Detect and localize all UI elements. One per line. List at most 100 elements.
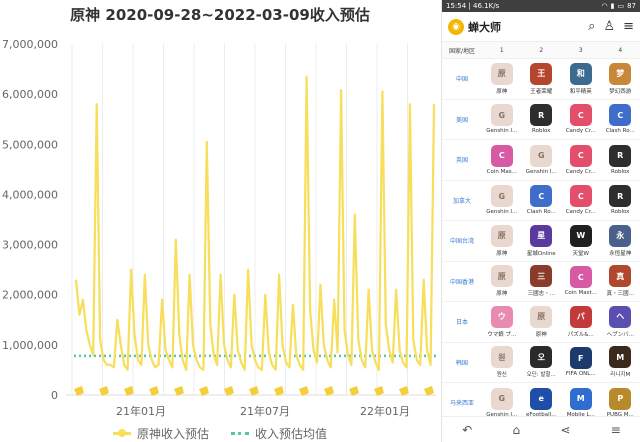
region-label[interactable]: 中国香港 [449, 278, 474, 286]
app-icon: 原 [490, 224, 513, 247]
app-cell[interactable]: C Clash Ro... [601, 100, 640, 140]
region-label[interactable]: 中国 [455, 76, 468, 84]
app-header: ◉ 蝉大师 ⌕ ♙ ≡ [442, 12, 640, 42]
more-icon[interactable]: ≡ [610, 422, 621, 437]
app-cell[interactable]: R Roblox [601, 140, 640, 180]
app-cell[interactable]: 星星城Online [522, 221, 562, 261]
app-icon: C [569, 266, 592, 289]
battery-level: 87 [627, 2, 636, 10]
app-cell[interactable]: R Roblox [601, 181, 640, 221]
app-icon: C [530, 185, 553, 208]
app-icon: 三 [530, 265, 553, 288]
app-name-label: 真・三國... [606, 291, 634, 298]
app-cell[interactable]: C Candy Cr... [561, 100, 601, 140]
header-region: 国家/地区 [448, 47, 476, 55]
status-net: 46.1K/s [473, 2, 500, 10]
app-icon: M [609, 346, 632, 369]
event-marker [274, 386, 284, 396]
app-cell[interactable]: 永永恆星神 [601, 221, 640, 261]
app-cell[interactable]: R Roblox [522, 100, 562, 140]
legend-item-average[interactable]: 收入预估均值 [231, 425, 327, 442]
legend-item-revenue[interactable]: 原神收入预估 [112, 425, 209, 442]
app-cell[interactable]: C Candy Cr... [561, 140, 601, 180]
app-name-label: Roblox [532, 128, 551, 135]
event-marker [99, 386, 109, 396]
region-label[interactable]: 马来西亚 [449, 400, 474, 408]
app-cell[interactable]: M 리니지M [601, 343, 640, 383]
app-cell[interactable]: G Genshin I... [482, 383, 522, 423]
app-cell[interactable]: G Genshin I... [522, 140, 562, 180]
app-name-label: 原神 [496, 291, 508, 298]
phone-screen: 15:54 | 46.1K/s ◠ ▮ ▭ 87 ◉ 蝉大师 ⌕ ♙ ≡ 国家/… [441, 0, 640, 442]
app-cell[interactable]: 원 원신 [482, 343, 522, 383]
app-icon: R [609, 144, 632, 167]
app-name-label: 원신 [496, 372, 507, 379]
app-cell[interactable]: C Coin Mast... [561, 262, 601, 302]
user-icon[interactable]: ♙ [603, 19, 616, 34]
app-cell[interactable]: F FIFA ONL... [561, 343, 601, 383]
app-cell[interactable]: e eFootball... [522, 383, 562, 423]
region-label[interactable]: 韩国 [455, 359, 468, 367]
app-icon: R [609, 185, 632, 208]
app-cell[interactable]: G Genshin I... [482, 181, 522, 221]
app-icon: 和 [569, 62, 592, 85]
app-icon: 原 [490, 62, 513, 85]
battery-icon: ▭ [617, 2, 625, 10]
app-cell[interactable]: 原原神 [482, 221, 522, 261]
region-label[interactable]: 加拿大 [452, 197, 471, 205]
region-label[interactable]: 英国 [455, 157, 468, 165]
event-marker [349, 386, 359, 396]
app-name-label: 永恆星神 [609, 250, 632, 257]
app-cell[interactable]: 梦梦幻西游 [601, 59, 640, 99]
app-name-label: 梦幻西游 [609, 88, 632, 95]
app-name: 蝉大师 [468, 20, 501, 34]
app-cell[interactable]: 오 오딘: 발할... [522, 343, 562, 383]
back-icon[interactable]: ↶ [462, 422, 473, 437]
app-cell[interactable]: 原原神 [482, 262, 522, 302]
app-cell[interactable]: M Mobile L... [561, 383, 601, 423]
app-cell[interactable]: 三三國志・... [522, 262, 562, 302]
brand[interactable]: ◉ 蝉大师 [448, 18, 501, 35]
y-tick-label: 0 [51, 389, 58, 402]
x-tick-label: 21年07月 [240, 404, 290, 418]
home-icon[interactable]: ⌂ [512, 422, 521, 437]
app-icon: 原 [490, 265, 513, 288]
app-cell[interactable]: 原原神 [522, 302, 562, 342]
app-name-label: 原神 [535, 331, 547, 338]
region-label[interactable]: 日本 [455, 319, 468, 327]
app-cell[interactable]: C Coin Mas... [482, 140, 522, 180]
event-marker [224, 386, 234, 396]
app-cell[interactable]: 和和平精英 [561, 59, 601, 99]
app-name-label: Coin Mas... [486, 168, 517, 175]
y-tick-label: 1,000,000 [2, 339, 58, 352]
app-cell[interactable]: G Genshin I... [482, 100, 522, 140]
event-marker [374, 386, 384, 396]
app-cell[interactable]: パパズル&... [561, 302, 601, 342]
app-cell[interactable]: P PUBG M... [601, 383, 640, 423]
app-name-label: Roblox [611, 168, 630, 175]
app-icon: P [609, 387, 632, 410]
app-name-label: パズル&... [567, 331, 594, 338]
app-cell[interactable]: 原原神 [482, 59, 522, 99]
app-cell[interactable]: 真真・三國... [601, 262, 640, 302]
status-bar: 15:54 | 46.1K/s ◠ ▮ ▭ 87 [442, 0, 640, 12]
region-label[interactable]: 美国 [455, 116, 468, 124]
app-icon: 오 [530, 346, 553, 369]
ranking-row: 中国香港原原神三三國志・... C Coin Mast... 真真・三國... [442, 262, 640, 302]
share-icon[interactable]: ⋖ [560, 422, 571, 437]
menu-icon[interactable]: ≡ [623, 19, 634, 34]
app-cell[interactable]: ウウマ娘 プ... [482, 302, 522, 342]
app-icon: C [569, 185, 592, 208]
app-icon: G [490, 387, 513, 410]
app-icon: G [490, 185, 513, 208]
app-cell[interactable]: 王王者荣耀 [522, 59, 562, 99]
app-cell[interactable]: C Clash Ro... [522, 181, 562, 221]
app-cell[interactable]: ヘヘブンバ... [601, 302, 640, 342]
search-icon[interactable]: ⌕ [588, 19, 596, 34]
app-cell[interactable]: C Candy Cr... [561, 181, 601, 221]
region-label[interactable]: 中国台湾 [449, 238, 474, 246]
app-name-label: Coin Mast... [564, 290, 597, 297]
app-cell[interactable]: W 天堂W [561, 221, 601, 261]
wifi-icon: ◠ [601, 2, 608, 10]
app-icon: F [569, 347, 592, 370]
